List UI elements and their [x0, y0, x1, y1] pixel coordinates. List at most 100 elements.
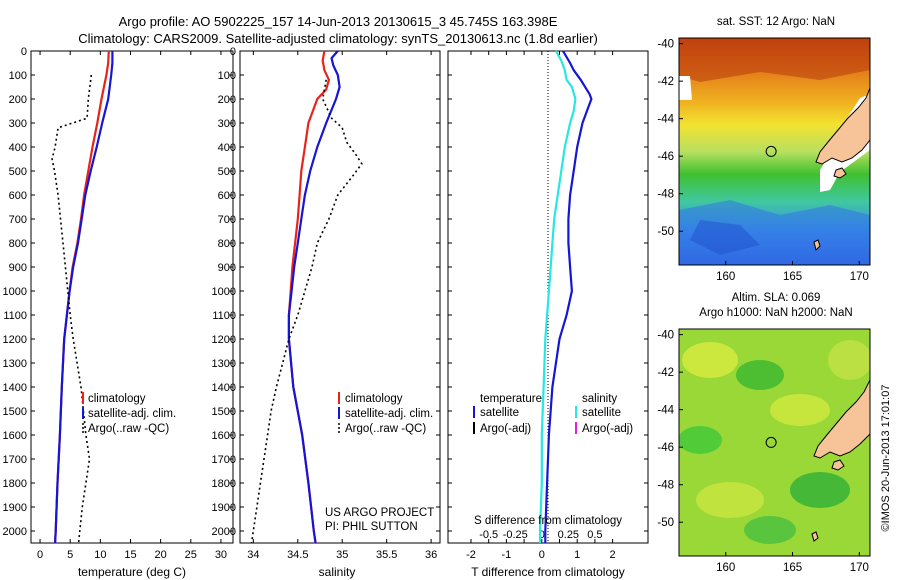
map-x-tick-label: 160 [716, 271, 735, 283]
y-tick-label: 800 [9, 238, 27, 250]
difference-lines [538, 50, 593, 543]
map-y-tick-label: -40 [657, 39, 674, 51]
y-tick-label: 400 [9, 142, 27, 154]
argo-location-marker [765, 436, 777, 448]
top-x-tick-label: -0.25 [503, 529, 528, 541]
y-tick-label: 500 [9, 166, 27, 178]
temperature-difference-legend: temperature satellite Argo(-adj) [473, 393, 542, 435]
temperature-legend: climatology satellite-adj. clim. Argo(..… [82, 392, 176, 435]
stewart-island-land [831, 459, 845, 471]
x-tick-label: 10 [94, 549, 106, 561]
imos-timestamp: ©IMOS 20-Jun-2013 17:01:07 [880, 385, 892, 532]
y-tick-label: 1700 [3, 454, 27, 466]
altimetry-map-ticks: 160 165 170 -40 -42 -44 -46 -48 -50 [657, 330, 869, 574]
y-tick-label: 1300 [3, 358, 27, 370]
y-tick-label: 900 [9, 262, 27, 274]
legend-label-satellite: satellite-adj. clim. [88, 408, 176, 420]
y-tick-label: 600 [9, 190, 27, 202]
sla-low-patch [790, 472, 850, 508]
y-tick-label: 1700 [212, 454, 236, 466]
y-tick-label: 1300 [212, 358, 236, 370]
project-annotation-line1: US ARGO PROJECT [325, 507, 434, 519]
x-tick-label: 0 [37, 549, 43, 561]
x-tick-label: 34.5 [287, 549, 308, 561]
y-tick-label: 1000 [3, 286, 27, 298]
x-tick-label: 0 [539, 549, 545, 561]
salinity-x-label: salinity [319, 565, 356, 579]
temperature-x-label: temperature (deg C) [78, 565, 186, 579]
top-x-tick-label: -0.5 [479, 529, 498, 541]
series-line-satellite [544, 50, 593, 543]
new-zealand-land [815, 87, 870, 165]
legend-heading-salinity: salinity [582, 393, 617, 405]
sst-cold-patch [690, 220, 760, 255]
difference-x-label: T difference from climatology [471, 565, 625, 579]
x-tick-label: 1 [574, 549, 580, 561]
y-tick-label: 1400 [3, 382, 27, 394]
y-tick-label: 100 [218, 70, 236, 82]
sla-low-patch [736, 360, 784, 390]
y-tick-label: 2000 [3, 526, 27, 538]
map-y-tick-label: -42 [657, 76, 674, 88]
legend-label-s-satellite: satellite [582, 407, 621, 419]
x-tick-label: 35.5 [376, 549, 397, 561]
salinity-y-ticks: 0 100 200 300 400 500 600 700 800 900 1000 1100 1200… [212, 46, 440, 538]
map-y-tick-label: -46 [657, 151, 674, 163]
sla-low-patch [679, 426, 722, 454]
x-tick-label: 35 [336, 549, 348, 561]
y-tick-label: 1800 [212, 478, 236, 490]
salinity-legend: climatology satellite-adj. clim. Argo(..… [338, 392, 433, 435]
map-y-tick-label: -40 [657, 330, 674, 342]
map-x-tick-label: 165 [783, 562, 802, 574]
auckland-island-land [813, 239, 821, 251]
altimetry-map-frame [678, 328, 871, 557]
map-y-tick-label: -50 [657, 226, 674, 238]
legend-label-argo: Argo(..raw -QC) [88, 423, 169, 435]
y-tick-label: 1500 [212, 406, 236, 418]
sla-high-patch [770, 394, 830, 426]
legend-label-argo: Argo(..raw -QC) [345, 423, 426, 435]
stewart-island-land [833, 167, 847, 179]
figure-title-line1: Argo profile: AO 5902225_157 14-Jun-2013… [119, 14, 558, 29]
y-tick-label: 800 [218, 238, 236, 250]
series-line-climatology [287, 50, 331, 544]
series-line-satellite-adj-clim- [287, 50, 341, 544]
y-tick-label: 1400 [212, 382, 236, 394]
missing-data-region [679, 76, 692, 100]
sst-map: sat. SST: 12 Argo: NaN 160 165 170 -40 -42 -4… [657, 16, 871, 283]
x-tick-label: 15 [124, 549, 136, 561]
altimetry-map-title-line1: Altim. SLA: 0.069 [732, 292, 821, 304]
map-y-tick-label: -46 [657, 442, 674, 454]
difference-y-ticks [448, 50, 648, 532]
legend-label-t-argo: Argo(-adj) [480, 423, 531, 435]
x-tick-label: -2 [466, 549, 476, 561]
map-y-tick-label: -50 [657, 517, 674, 529]
sst-map-title: sat. SST: 12 Argo: NaN [717, 16, 835, 28]
map-y-tick-label: -42 [657, 367, 674, 379]
sla-high-patch [682, 342, 738, 378]
legend-label-t-satellite: satellite [480, 407, 519, 419]
temperature-y-ticks: 0100200300400500600700800900100011001200… [3, 46, 233, 538]
map-y-tick-label: -44 [657, 405, 674, 417]
y-tick-label: 2000 [212, 526, 236, 538]
y-tick-label: 1800 [3, 478, 27, 490]
series-line-argo-raw-qc- [51, 74, 93, 544]
salinity-axes-box [239, 50, 441, 544]
y-tick-label: 1500 [3, 406, 27, 418]
x-tick-label: 30 [215, 549, 227, 561]
x-tick-label: 2 [610, 549, 616, 561]
new-zealand-land [813, 379, 870, 459]
top-x-tick-label: 0 [539, 529, 545, 541]
y-tick-label: 300 [9, 118, 27, 130]
legend-label-s-argo: Argo(-adj) [582, 423, 633, 435]
y-tick-label: 300 [218, 118, 236, 130]
y-tick-label: 600 [218, 190, 236, 202]
map-x-tick-label: 160 [716, 562, 735, 574]
difference-panel: -2 -1 0 1 2 -0.5 -0.25 0 0.25 0.5 temperature sa… [447, 50, 649, 579]
y-tick-label: 1100 [3, 310, 27, 322]
legend-label-climatology: climatology [88, 393, 146, 405]
salinity-difference-legend: salinity satellite Argo(-adj) [575, 393, 633, 435]
y-tick-label: 700 [218, 214, 236, 226]
y-tick-label: 400 [218, 142, 236, 154]
